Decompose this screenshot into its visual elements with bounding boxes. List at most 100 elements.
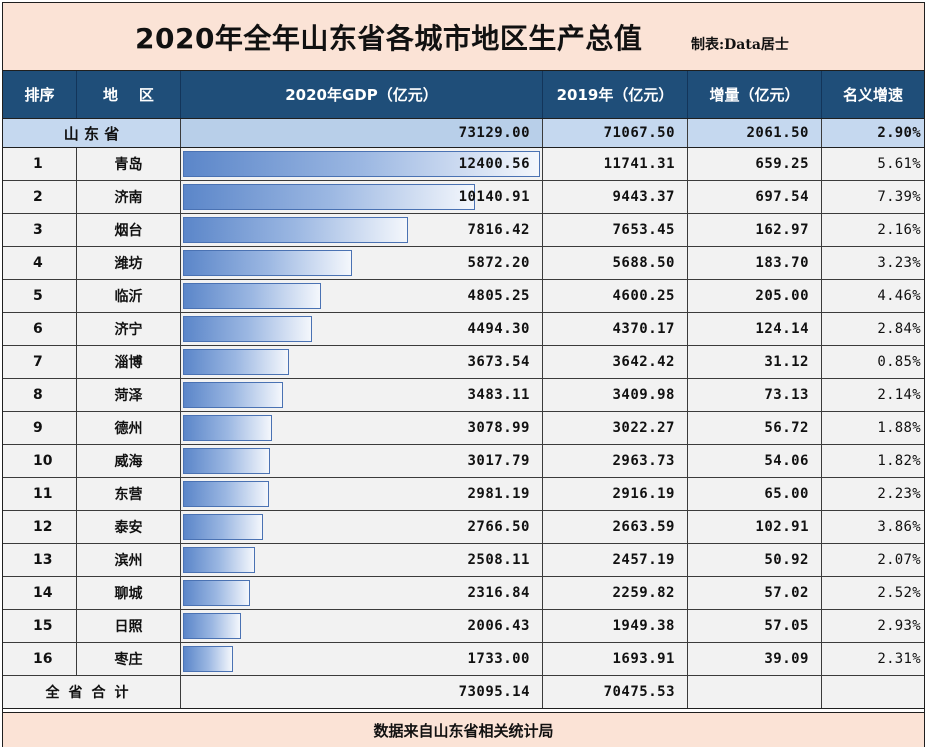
gdp2020-value: 4805.25 — [467, 288, 530, 304]
growth-cell: 1.82% — [877, 453, 921, 469]
rank-cell: 8 — [3, 379, 77, 411]
rank-cell: 16 — [3, 643, 77, 675]
sum-gdp2020: 73095.14 — [181, 676, 543, 708]
gdp2019-cell: 3022.27 — [543, 412, 688, 444]
table-row: 5 临沂 4805.25 4600.25 205.00 4.46% — [3, 280, 924, 313]
province-gdp2020: 73129.00 — [181, 119, 543, 147]
growth-cell: 2.16% — [877, 222, 921, 238]
table-row: 13 滨州 2508.11 2457.19 50.92 2.07% — [3, 544, 924, 577]
city-cell: 滨州 — [77, 544, 181, 576]
gdp2019-cell: 2457.19 — [543, 544, 688, 576]
province-gdp2019: 71067.50 — [543, 119, 688, 147]
gdp2020-value: 12400.56 — [458, 156, 530, 172]
header-gdp2019[interactable]: 2019年（亿元） — [543, 71, 688, 118]
rank-cell: 2 — [3, 181, 77, 213]
rank-cell: 7 — [3, 346, 77, 378]
gdp2020-value: 2316.84 — [467, 585, 530, 601]
growth-cell: 4.46% — [877, 288, 921, 304]
header-rank[interactable]: 排序 — [3, 71, 77, 118]
gdp2020-cell: 2981.19 — [181, 478, 543, 510]
rank-cell: 11 — [3, 478, 77, 510]
growth-cell: 7.39% — [877, 189, 921, 205]
gdp-data-bar — [183, 151, 540, 177]
gdp-data-bar — [183, 580, 250, 606]
gdp2020-cell: 2316.84 — [181, 577, 543, 609]
gdp2020-cell: 3017.79 — [181, 445, 543, 477]
growth-cell: 0.85% — [877, 354, 921, 370]
city-cell: 潍坊 — [77, 247, 181, 279]
gdp-data-bar — [183, 646, 233, 672]
rank-cell: 9 — [3, 412, 77, 444]
increase-cell: 659.25 — [688, 148, 822, 180]
increase-cell: 124.14 — [688, 313, 822, 345]
gdp2020-cell: 7816.42 — [181, 214, 543, 246]
sum-increase — [688, 676, 822, 708]
header-region[interactable]: 地 区 — [77, 71, 181, 118]
increase-cell: 54.06 — [688, 445, 822, 477]
gdp-data-bar — [183, 514, 263, 540]
growth-cell: 2.14% — [877, 387, 921, 403]
gdp2020-value: 5872.20 — [467, 255, 530, 271]
gdp2020-value: 10140.91 — [458, 189, 530, 205]
rank-cell: 1 — [3, 148, 77, 180]
gdp-data-bar — [183, 382, 283, 408]
increase-cell: 102.91 — [688, 511, 822, 543]
rank-cell: 4 — [3, 247, 77, 279]
city-cell: 德州 — [77, 412, 181, 444]
rank-cell: 15 — [3, 610, 77, 642]
gdp2020-value: 2508.11 — [467, 552, 530, 568]
rank-cell: 10 — [3, 445, 77, 477]
title-row: 2020年全年山东省各城市地区生产总值 制表:Data居士 — [3, 3, 924, 71]
increase-cell: 31.12 — [688, 346, 822, 378]
growth-cell: 2.23% — [877, 486, 921, 502]
page-title: 2020年全年山东省各城市地区生产总值 — [135, 22, 643, 55]
growth-cell: 2.31% — [877, 651, 921, 667]
province-name: 山 东 省 — [3, 119, 181, 147]
city-cell: 聊城 — [77, 577, 181, 609]
sum-growth — [822, 676, 924, 708]
header-gdp2020[interactable]: 2020年GDP（亿元） — [181, 71, 543, 118]
table-row: 16 枣庄 1733.00 1693.91 39.09 2.31% — [3, 643, 924, 676]
gdp2020-value: 4494.30 — [467, 321, 530, 337]
table-row: 6 济宁 4494.30 4370.17 124.14 2.84% — [3, 313, 924, 346]
gdp-data-bar — [183, 349, 289, 375]
city-cell: 济南 — [77, 181, 181, 213]
table-row: 11 东营 2981.19 2916.19 65.00 2.23% — [3, 478, 924, 511]
sum-label-text: 全省合计 — [45, 685, 138, 701]
rank-cell: 13 — [3, 544, 77, 576]
gdp2019-cell: 1693.91 — [543, 643, 688, 675]
increase-cell: 50.92 — [688, 544, 822, 576]
table-row: 15 日照 2006.43 1949.38 57.05 2.93% — [3, 610, 924, 643]
gdp2020-value: 3017.79 — [467, 453, 530, 469]
gdp-data-bar — [183, 316, 312, 342]
city-cell: 淄博 — [77, 346, 181, 378]
header-increase[interactable]: 增量（亿元） — [688, 71, 822, 118]
province-growth: 2.90% — [877, 125, 921, 141]
increase-cell: 39.09 — [688, 643, 822, 675]
footer-source: 数据来自山东省相关统计局 — [3, 712, 924, 747]
gdp2020-cell: 1733.00 — [181, 643, 543, 675]
gdp2020-cell: 3483.11 — [181, 379, 543, 411]
gdp2020-value: 3078.99 — [467, 420, 530, 436]
sum-label: 全省合计 — [3, 676, 181, 708]
table-row: 4 潍坊 5872.20 5688.50 183.70 3.23% — [3, 247, 924, 280]
province-increase: 2061.50 — [688, 119, 822, 147]
table-row: 12 泰安 2766.50 2663.59 102.91 3.86% — [3, 511, 924, 544]
header-growth[interactable]: 名义增速 — [842, 86, 903, 104]
growth-cell: 2.07% — [877, 552, 921, 568]
city-cell: 临沂 — [77, 280, 181, 312]
city-cell: 菏泽 — [77, 379, 181, 411]
table-row: 9 德州 3078.99 3022.27 56.72 1.88% — [3, 412, 924, 445]
city-cell: 烟台 — [77, 214, 181, 246]
gdp2020-cell: 2006.43 — [181, 610, 543, 642]
sum-row: 全省合计 73095.14 70475.53 — [3, 676, 924, 709]
gdp2019-cell: 2259.82 — [543, 577, 688, 609]
gdp2019-cell: 1949.38 — [543, 610, 688, 642]
gdp2020-value: 3673.54 — [467, 354, 530, 370]
sum-gdp2019: 70475.53 — [543, 676, 688, 708]
city-cell: 威海 — [77, 445, 181, 477]
gdp-data-bar — [183, 481, 269, 507]
gdp-data-bar — [183, 184, 475, 210]
gdp2019-cell: 5688.50 — [543, 247, 688, 279]
increase-cell: 56.72 — [688, 412, 822, 444]
